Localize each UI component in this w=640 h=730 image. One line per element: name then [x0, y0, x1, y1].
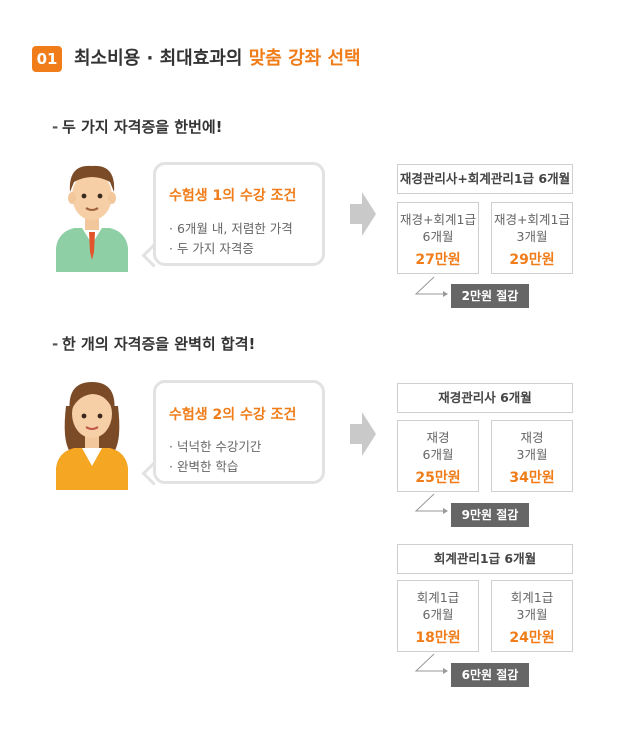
option-duration: 6개월: [422, 607, 454, 622]
option-duration: 6개월: [422, 229, 454, 244]
right-arrow-icon: [350, 412, 376, 456]
bubble-2-item-2: · 완벽한 학습: [169, 459, 239, 474]
option-duration: 3개월: [516, 607, 548, 622]
section-1-heading-text: 두 가지 자격증을 한번에!: [62, 118, 223, 136]
saving-tag: 6만원 절감: [451, 663, 529, 687]
condition-bubble-2: [153, 380, 325, 484]
option-box: 재경+회계1급 3개월 29만원: [491, 202, 573, 274]
bubble-2-item-1: · 넉넉한 수강기간: [169, 439, 262, 454]
page-title: 최소비용 · 최대효과의 맞춤 강좌 선택: [74, 46, 361, 72]
bubble-2-title: 수험생 2의 수강 조건: [169, 407, 297, 423]
bubble-1-title: 수험생 1의 수강 조건: [169, 188, 297, 204]
condition-bubble-1: [153, 162, 325, 266]
bullet-dash: -: [52, 335, 59, 353]
option-box: 재경+회계1급 6개월 27만원: [397, 202, 479, 274]
option-price: 24만원: [509, 630, 555, 646]
option-name: 재경: [520, 430, 544, 445]
right-arrow-icon: [350, 192, 376, 236]
option-price: 29만원: [509, 252, 555, 268]
title-highlight: 맞춤 강좌 선택: [248, 48, 361, 69]
option-price: 18만원: [415, 630, 461, 646]
woman-avatar-icon: [56, 382, 128, 490]
option-price: 34만원: [509, 470, 555, 486]
section-number-badge: 01: [32, 46, 62, 72]
connector-arrow-icon: [414, 653, 448, 674]
option-box: 회계1급 3개월 24만원: [491, 580, 573, 652]
course-title: 회계관리1급 6개월: [397, 544, 573, 574]
connector-arrow-icon: [414, 493, 448, 514]
section-2-heading: -한 개의 자격증을 완벽히 합격!: [52, 333, 255, 354]
option-name: 재경+회계1급: [400, 212, 476, 227]
option-name: 재경: [426, 430, 450, 445]
option-duration: 3개월: [516, 447, 548, 462]
option-duration: 6개월: [422, 447, 454, 462]
title-prefix: 최소비용 · 최대효과의: [74, 48, 249, 69]
option-name: 회계1급: [416, 590, 460, 605]
saving-tag: 2만원 절감: [451, 284, 529, 308]
section-1-heading: -두 가지 자격증을 한번에!: [52, 116, 223, 137]
course-title: 재경관리사 6개월: [397, 383, 573, 413]
man-avatar-icon: [56, 165, 128, 272]
option-name: 회계1급: [510, 590, 554, 605]
course-title: 재경관리사+회계관리1급 6개월: [397, 164, 573, 194]
option-price: 27만원: [415, 252, 461, 268]
option-name: 재경+회계1급: [494, 212, 570, 227]
option-box: 재경 3개월 34만원: [491, 420, 573, 492]
section-2-heading-text: 한 개의 자격증을 완벽히 합격!: [62, 335, 256, 353]
bullet-dash: -: [52, 118, 59, 136]
bubble-1-item-2: · 두 가지 자격증: [169, 241, 254, 256]
bubble-1-item-1: · 6개월 내, 저렴한 가격: [169, 221, 293, 236]
connector-arrow-icon: [414, 276, 448, 297]
saving-tag: 9만원 절감: [451, 503, 529, 527]
option-duration: 3개월: [516, 229, 548, 244]
option-price: 25만원: [415, 470, 461, 486]
option-box: 재경 6개월 25만원: [397, 420, 479, 492]
option-box: 회계1급 6개월 18만원: [397, 580, 479, 652]
